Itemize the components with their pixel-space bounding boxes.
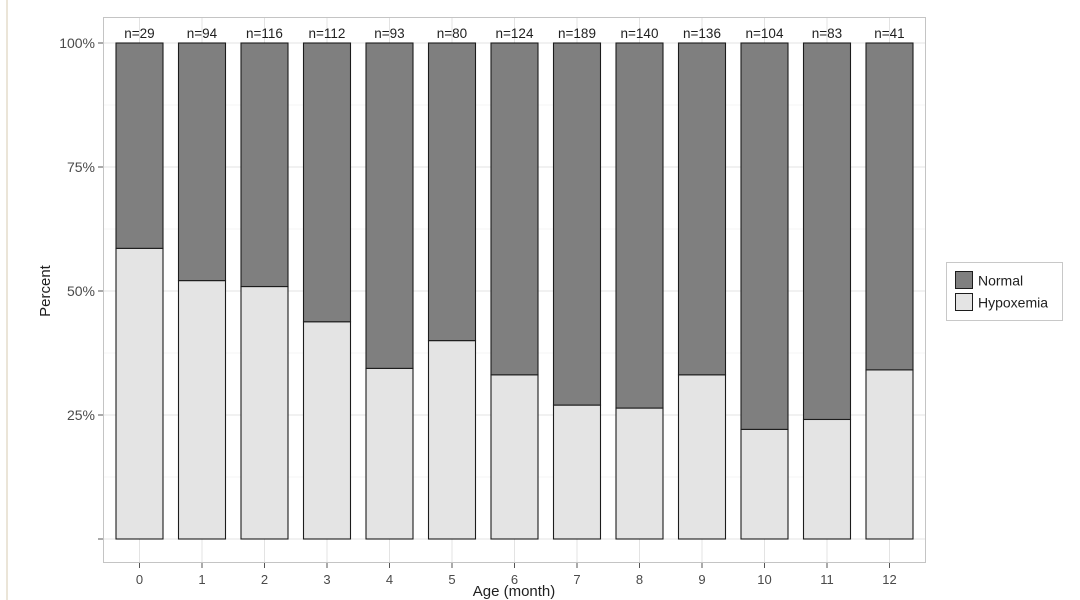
x-tick-label: 8 xyxy=(636,572,643,587)
n-labels: n=29 n=94 n=116 n=112 n=93 n=80 n=124 n=189 n=14… xyxy=(124,26,904,41)
y-axis: 25% 50% 75% 100% xyxy=(59,35,103,540)
x-tick-label: 9 xyxy=(698,572,705,587)
bar-normal-age-10 xyxy=(740,42,789,430)
stacked-bar-age-9 xyxy=(677,42,727,540)
x-tick-label: 0 xyxy=(136,572,143,587)
bar-hypoxemia-age-9 xyxy=(677,374,727,540)
y-tick-label: 50% xyxy=(67,283,95,299)
n-label: n=80 xyxy=(437,26,467,41)
x-tick-label: 5 xyxy=(448,572,455,587)
panel-border xyxy=(103,17,926,563)
stacked-bar-age-5 xyxy=(427,42,477,540)
bar-normal-age-8 xyxy=(615,42,664,409)
bar-hypoxemia-age-6 xyxy=(490,374,539,540)
bar-normal-age-3 xyxy=(302,42,352,323)
bar-normal-age-6 xyxy=(490,42,539,376)
stacked-bar-age-12 xyxy=(865,42,914,540)
n-label: n=104 xyxy=(746,26,784,41)
bars xyxy=(115,42,914,540)
stacked-bar-age-10 xyxy=(740,42,789,540)
legend-key-normal xyxy=(955,271,973,289)
stacked-bar-age-2 xyxy=(240,42,289,540)
n-label: n=93 xyxy=(374,26,404,41)
stacked-bar-age-3 xyxy=(302,42,352,540)
n-label: n=189 xyxy=(558,26,596,41)
x-tick-label: 7 xyxy=(573,572,580,587)
bar-hypoxemia-age-1 xyxy=(177,280,227,540)
stacked-bar-age-0 xyxy=(115,42,164,540)
bar-hypoxemia-age-12 xyxy=(865,369,914,540)
x-tick-label: 1 xyxy=(198,572,205,587)
x-tick-label: 12 xyxy=(882,572,896,587)
n-label: n=41 xyxy=(874,26,904,41)
bar-normal-age-11 xyxy=(802,42,852,421)
x-axis-title: Age (month) xyxy=(473,583,556,600)
bar-hypoxemia-age-10 xyxy=(740,428,789,540)
bar-hypoxemia-age-4 xyxy=(365,367,414,540)
y-tick-label: 75% xyxy=(67,159,95,175)
y-tick-label: 25% xyxy=(67,407,95,423)
stacked-bar-age-11 xyxy=(802,42,852,540)
bar-normal-age-9 xyxy=(677,42,727,376)
stacked-bar-age-6 xyxy=(490,42,539,540)
n-label: n=83 xyxy=(812,26,842,41)
bar-normal-age-5 xyxy=(427,42,477,342)
bar-hypoxemia-age-8 xyxy=(615,407,664,540)
y-tick-label: 100% xyxy=(59,35,95,51)
n-label: n=29 xyxy=(124,26,154,41)
x-tick-label: 3 xyxy=(323,572,330,587)
stacked-bar-age-8 xyxy=(615,42,664,540)
legend: Normal Hypoxemia xyxy=(946,262,1063,321)
stacked-bar-age-4 xyxy=(365,42,414,540)
n-label: n=94 xyxy=(187,26,218,41)
x-tick-label: 6 xyxy=(511,572,518,587)
bar-hypoxemia-age-3 xyxy=(302,321,352,540)
x-tick-label: 11 xyxy=(820,572,834,587)
page-edge-line xyxy=(6,0,8,600)
legend-label-hypoxemia: Hypoxemia xyxy=(978,295,1048,311)
stacked-bar-age-7 xyxy=(552,42,602,540)
bar-normal-age-12 xyxy=(865,42,914,371)
n-label: n=136 xyxy=(683,26,721,41)
bar-hypoxemia-age-2 xyxy=(240,285,289,540)
bar-normal-age-2 xyxy=(240,42,289,288)
x-tick-label: 2 xyxy=(261,572,268,587)
bar-normal-age-4 xyxy=(365,42,414,369)
bar-hypoxemia-age-5 xyxy=(427,340,477,540)
n-label: n=116 xyxy=(246,26,283,41)
bar-normal-age-7 xyxy=(552,42,602,406)
x-axis: 0 1 2 3 4 5 6 7 8 9 10 11 12 xyxy=(136,563,897,587)
legend-label-normal: Normal xyxy=(978,273,1023,289)
n-label: n=140 xyxy=(621,26,659,41)
bar-hypoxemia-age-7 xyxy=(552,404,602,540)
x-tick-label: 4 xyxy=(386,572,393,587)
n-label: n=124 xyxy=(496,26,534,41)
n-label: n=112 xyxy=(309,26,346,41)
bar-normal-age-1 xyxy=(177,42,227,282)
bar-hypoxemia-age-11 xyxy=(802,418,852,540)
legend-key-hypoxemia xyxy=(955,293,973,311)
bar-hypoxemia-age-0 xyxy=(115,247,164,540)
stacked-bar-age-1 xyxy=(177,42,227,540)
x-tick-label: 10 xyxy=(757,572,771,587)
bar-normal-age-0 xyxy=(115,42,164,249)
y-axis-title: Percent xyxy=(37,264,54,317)
